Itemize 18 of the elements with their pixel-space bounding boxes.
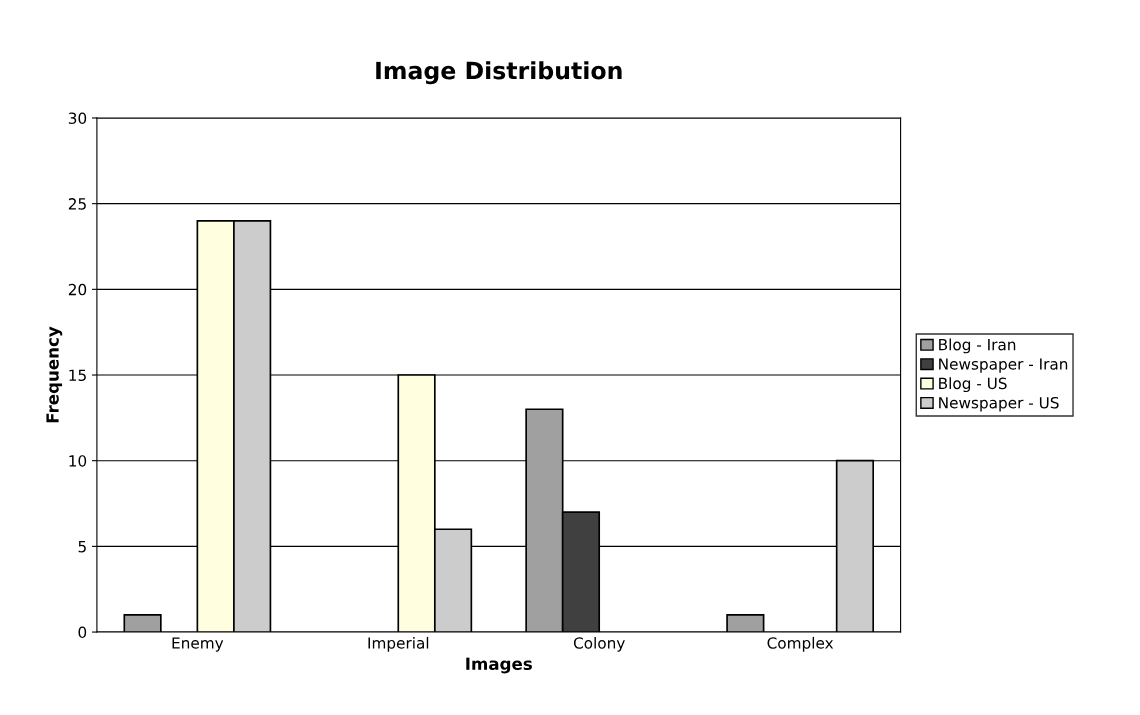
y-axis-title: Frequency <box>46 326 63 423</box>
y-tick-label: 15 <box>69 369 86 382</box>
y-tick-label: 20 <box>68 283 87 296</box>
y-tick-label: 10 <box>69 455 87 467</box>
y-tick-label: 0 <box>78 626 87 639</box>
y-tick-label: 25 <box>68 198 86 210</box>
y-tick-label: 30 <box>68 112 87 124</box>
chart-title: Image Distribution <box>376 61 622 85</box>
x-axis-title: Images <box>466 657 532 674</box>
x-tick-label: Enemy <box>172 637 224 652</box>
x-tick-label: Complex <box>767 636 834 652</box>
legend-label: Newspaper - US <box>939 396 1059 412</box>
x-tick-label: Colony <box>573 636 625 652</box>
legend-label: Newspaper - Iran <box>939 358 1068 373</box>
x-tick-label: Imperial <box>368 636 429 652</box>
y-tick-label: 5 <box>78 541 86 553</box>
legend-label: Blog - Iran <box>939 338 1016 354</box>
legend-label: Blog - US <box>939 377 1007 393</box>
